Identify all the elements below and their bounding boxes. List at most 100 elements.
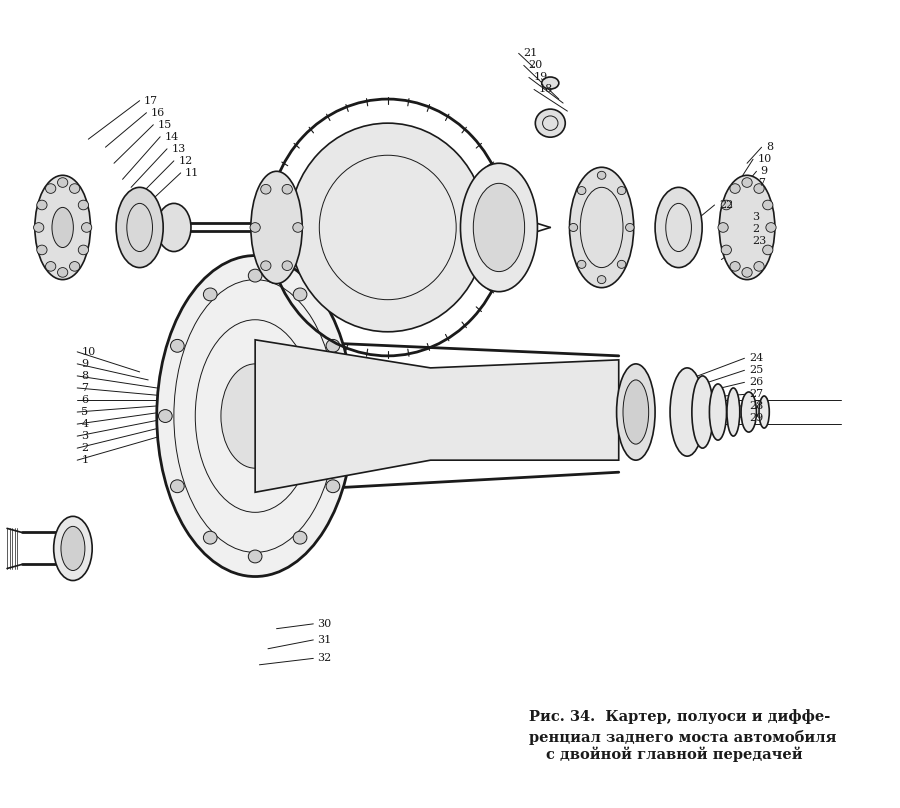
Text: ренциал заднего моста автомобиля: ренциал заднего моста автомобиля [529,730,836,744]
Ellipse shape [692,376,714,448]
Circle shape [248,269,262,282]
Ellipse shape [709,384,726,440]
Text: 3: 3 [752,212,760,222]
Circle shape [326,480,340,493]
Text: 9: 9 [82,359,88,369]
Text: 2: 2 [82,443,88,453]
Circle shape [203,531,217,544]
Circle shape [293,288,307,301]
Circle shape [282,184,292,194]
Text: 1: 1 [82,455,88,465]
Circle shape [730,183,740,193]
Circle shape [250,223,260,232]
Ellipse shape [616,364,655,461]
Text: 24: 24 [749,353,763,364]
Text: 9: 9 [760,166,768,176]
Circle shape [58,267,68,277]
Circle shape [617,260,626,268]
Ellipse shape [759,396,769,428]
Ellipse shape [741,392,757,432]
Circle shape [69,183,80,193]
Circle shape [261,261,271,271]
Circle shape [158,410,172,423]
Text: 23: 23 [752,236,767,246]
Circle shape [293,531,307,544]
Text: 5: 5 [82,407,88,417]
Circle shape [203,288,217,301]
Text: 15: 15 [158,120,172,130]
Circle shape [742,178,752,187]
Circle shape [718,223,728,232]
Ellipse shape [623,380,649,444]
Text: 12: 12 [178,156,193,166]
Text: Рис. 34.  Картер, полуоси и диффе-: Рис. 34. Картер, полуоси и диффе- [529,709,830,725]
Text: 11: 11 [185,168,199,178]
Circle shape [37,245,47,255]
Text: 10: 10 [82,347,95,357]
Ellipse shape [670,368,705,457]
Ellipse shape [727,388,740,436]
Ellipse shape [461,163,537,292]
Text: 32: 32 [318,654,332,663]
Ellipse shape [157,255,354,577]
Circle shape [248,550,262,563]
Text: 13: 13 [171,144,185,154]
Ellipse shape [116,187,163,267]
Circle shape [261,184,271,194]
Text: 25: 25 [749,365,763,375]
Text: 8: 8 [82,371,88,381]
Circle shape [598,276,606,284]
Text: 29: 29 [749,414,763,423]
Text: 4: 4 [82,419,88,429]
Text: 8: 8 [766,142,773,152]
Ellipse shape [542,77,559,89]
Text: 14: 14 [165,132,179,141]
Circle shape [730,262,740,271]
Circle shape [69,262,80,271]
Circle shape [58,178,68,187]
Text: 28: 28 [749,402,763,411]
Circle shape [721,200,732,210]
Text: 7: 7 [82,383,88,393]
Circle shape [338,410,352,423]
Ellipse shape [719,175,775,280]
Text: 10: 10 [757,154,771,164]
Ellipse shape [54,516,92,580]
Circle shape [578,260,586,268]
Circle shape [37,200,47,210]
Circle shape [170,339,184,352]
Circle shape [766,223,776,232]
Ellipse shape [157,204,191,251]
Circle shape [598,171,606,179]
Ellipse shape [473,183,525,271]
Circle shape [626,224,634,231]
Circle shape [33,223,44,232]
Circle shape [762,245,773,255]
Text: 22: 22 [719,200,733,210]
Circle shape [46,183,56,193]
Text: 21: 21 [523,48,537,58]
Circle shape [754,262,764,271]
Polygon shape [255,340,618,492]
Circle shape [78,245,88,255]
Text: 31: 31 [318,635,332,645]
Circle shape [82,223,92,232]
Ellipse shape [536,109,565,137]
Text: 6: 6 [82,395,88,405]
Circle shape [617,187,626,195]
Text: с двойной главной передачей: с двойной главной передачей [546,747,803,763]
Circle shape [292,223,303,232]
Ellipse shape [290,123,486,332]
Text: 27: 27 [749,389,763,399]
Circle shape [282,261,292,271]
Ellipse shape [220,364,290,468]
Text: 18: 18 [538,85,553,95]
Ellipse shape [52,208,74,247]
Ellipse shape [251,171,302,284]
Text: 17: 17 [144,95,158,106]
Ellipse shape [61,526,85,570]
Circle shape [754,183,764,193]
Circle shape [742,267,752,277]
Circle shape [569,224,578,231]
Text: 7: 7 [758,179,765,188]
